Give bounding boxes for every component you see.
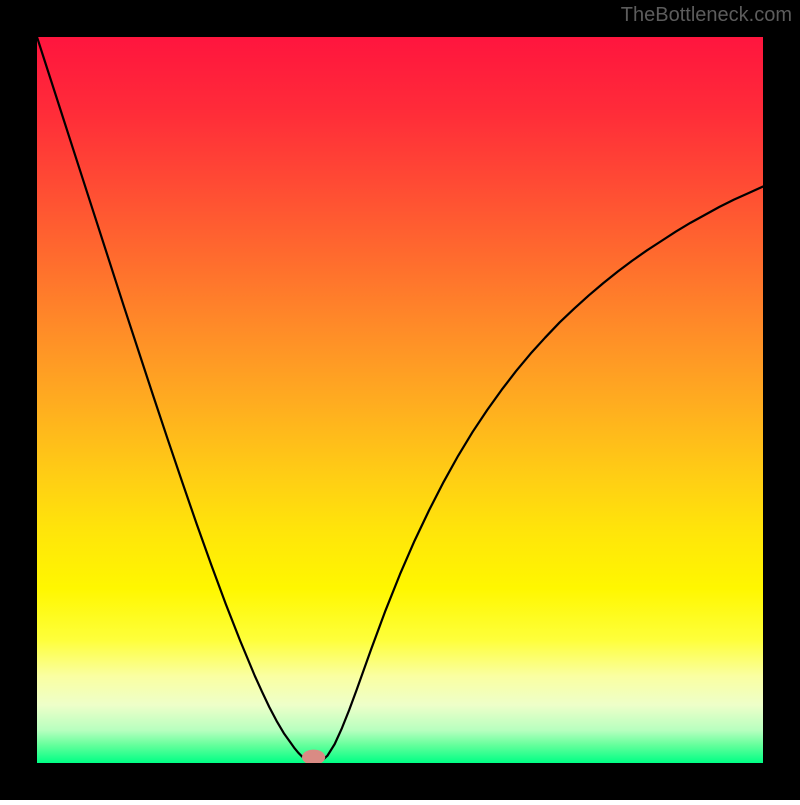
bottleneck-chart (0, 0, 800, 800)
optimal-point-marker (302, 750, 325, 765)
plot-background (37, 37, 763, 763)
watermark-label: TheBottleneck.com (621, 4, 792, 27)
chart-svg (0, 0, 800, 800)
